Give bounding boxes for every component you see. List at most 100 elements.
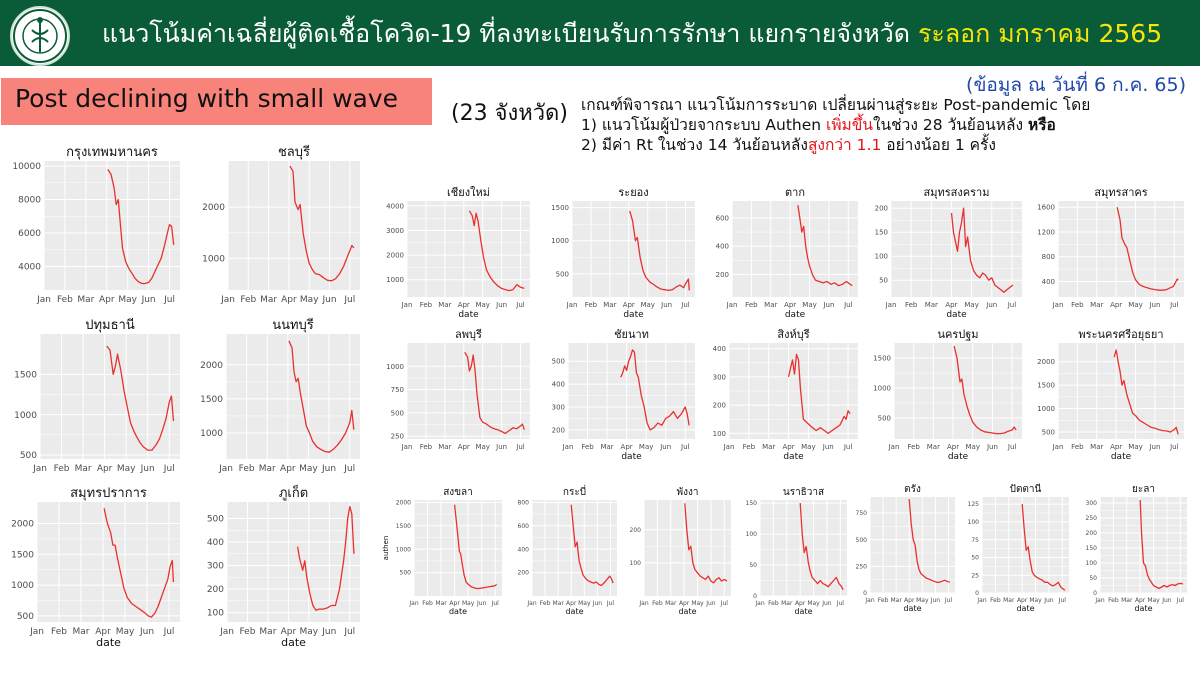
gridlines (1057, 343, 1184, 439)
x-tick-label: Jun (592, 600, 603, 607)
x-axis-label: date (785, 310, 806, 320)
chart-title: นนทบุรี (272, 317, 314, 333)
x-axis-label: date (678, 607, 696, 616)
x-tick-label: Mar (438, 301, 451, 309)
chart-svg: ภูเก็ต 100 200 300 400 500 Jan Feb Mar Apr May Jun J… (207, 483, 360, 649)
title-main: แนวโน้มค่าเฉลี่ยผู้ติดเชื้อโควิด-19 ที่ล… (102, 19, 911, 48)
x-tick-label: May (462, 600, 475, 607)
y-tick-label: 1600 (1037, 204, 1055, 212)
chart-svg: สมุทรสงคราม 50 100 150 200 Jan Feb Mar Apr May Jun… (875, 186, 1022, 320)
series-line (296, 506, 355, 611)
chart-svg: ระยอง 500 1000 1500 Jan Feb Mar Apr May Jun Jul dat… (551, 186, 695, 320)
y-tick-label: 200 (552, 426, 565, 434)
x-tick-label: Jan (885, 301, 897, 309)
x-axis-label: date (903, 604, 921, 613)
gridlines (759, 500, 847, 597)
x-tick-label: Jul (1007, 443, 1017, 451)
x-tick-label: Jul (1176, 597, 1185, 604)
x-tick-label: Feb (57, 295, 73, 305)
plot-panel (44, 161, 180, 290)
y-tick-label: 0 (975, 590, 979, 597)
x-tick-label: Feb (1071, 301, 1084, 309)
series-line (106, 345, 175, 451)
y-tick-label: 1500 (551, 204, 569, 212)
x-tick-label: Mar (603, 301, 616, 309)
y-tick-label: 0 (1093, 590, 1097, 597)
x-tick-label: May (640, 301, 654, 309)
y-tick-label: 50 (749, 562, 757, 569)
gridlines (571, 201, 695, 297)
y-tick-label: 25 (971, 572, 979, 579)
x-tick-label: Feb (990, 597, 1001, 604)
y-tick-label: 1000 (396, 546, 411, 553)
x-tick-label: Feb (878, 597, 889, 604)
gridlines (893, 343, 1022, 439)
x-tick-label: Mar (762, 443, 775, 451)
series-line (453, 504, 498, 590)
chart-title: สมุทรปราการ (70, 486, 147, 501)
series-line (953, 345, 1017, 435)
x-tick-label: Jun (986, 443, 998, 451)
y-tick-label: 500 (20, 451, 37, 461)
x-tick-label: Jul (343, 464, 355, 474)
x-tick-label: Feb (540, 600, 551, 607)
chart-yala: ยะลา 0 50 100 150 200 250 300 Jan Feb Mar Apr May Jun… (1078, 482, 1190, 617)
y-tick-label: 1000 (551, 237, 569, 245)
x-tick-label: Feb (239, 627, 255, 637)
y-tick-label: 800 (1042, 253, 1055, 261)
gridlines (36, 502, 180, 622)
x-tick-label: Apr (1110, 443, 1122, 451)
chart-bangkok: กรุงเทพมหานคร 4000 6000 8000 10000 Jan Feb Mar A… (0, 139, 184, 309)
x-tick-label: Jul (944, 597, 953, 604)
gridlines (413, 500, 502, 596)
x-tick-label: Feb (240, 295, 256, 305)
criteria-2-rest: อย่างน้อย 1 ครั้ง (881, 136, 996, 154)
x-tick-label: Mar (600, 443, 613, 451)
y-tick-label: 1500 (873, 354, 891, 362)
ministry-logo (10, 6, 70, 66)
chart-title: ระยอง (618, 186, 648, 199)
y-tick-label: 150 (746, 500, 758, 507)
y-tick-label: 2000 (200, 361, 223, 371)
chart-phang-nga: พังงา 100 200 Jan Feb Mar Apr May Jun Jul date (622, 485, 734, 620)
chart-svg: สิงห์บุรี 100 200 300 400 Jan Feb Mar Apr May Jun J… (713, 328, 858, 462)
x-axis-label: date (281, 636, 306, 649)
x-tick-label: May (578, 600, 591, 607)
y-tick-label: 250 (1086, 515, 1098, 522)
y-tick-label: 250 (391, 433, 404, 441)
x-tick-label: Feb (1108, 597, 1119, 604)
chart-svg: กรุงเทพมหานคร 4000 6000 8000 10000 Jan Feb Mar A… (12, 145, 180, 305)
gridlines (226, 502, 360, 622)
y-tick-label: 1500 (14, 370, 37, 380)
chart-samut-songkhram: สมุทรสงคราม 50 100 150 200 Jan Feb Mar Apr May Jun… (864, 183, 1026, 323)
x-tick-label: May (807, 600, 820, 607)
x-tick-label: May (801, 443, 815, 451)
x-tick-label: Apr (95, 627, 111, 637)
series-line (288, 340, 355, 453)
series-line (289, 165, 355, 282)
x-tick-label: Mar (438, 443, 451, 451)
x-tick-label: Jul (720, 600, 729, 607)
y-tick-label: 1000 (14, 411, 37, 421)
x-tick-label: Apr (281, 295, 297, 305)
x-tick-label: May (639, 443, 653, 451)
x-tick-label: Mar (75, 464, 92, 474)
x-tick-label: Mar (890, 597, 902, 604)
chart-title: ปัตตานี (1010, 483, 1042, 495)
x-tick-label: Jan (36, 295, 51, 305)
chart-pattani: ปัตตานี 0 25 50 75 100 125 Jan Feb Mar Apr May Jun Ju… (960, 482, 1072, 617)
x-tick-label: Jun (321, 627, 336, 637)
gridlines (731, 201, 858, 297)
x-tick-label: Jan (638, 600, 648, 607)
x-tick-label: Jun (495, 443, 507, 451)
x-tick-label: Jan (32, 464, 47, 474)
x-tick-label: Jan (218, 464, 233, 474)
chart-title: สิงห์บุรี (777, 328, 810, 341)
x-tick-label: Apr (458, 443, 470, 451)
y-tick-label: 500 (1042, 428, 1055, 436)
y-tick-label: 400 (713, 345, 726, 353)
series-line (787, 353, 851, 435)
y-tick-label: 750 (391, 386, 404, 394)
y-tick-label: 500 (400, 570, 412, 577)
y-tick-label: 500 (556, 270, 569, 278)
